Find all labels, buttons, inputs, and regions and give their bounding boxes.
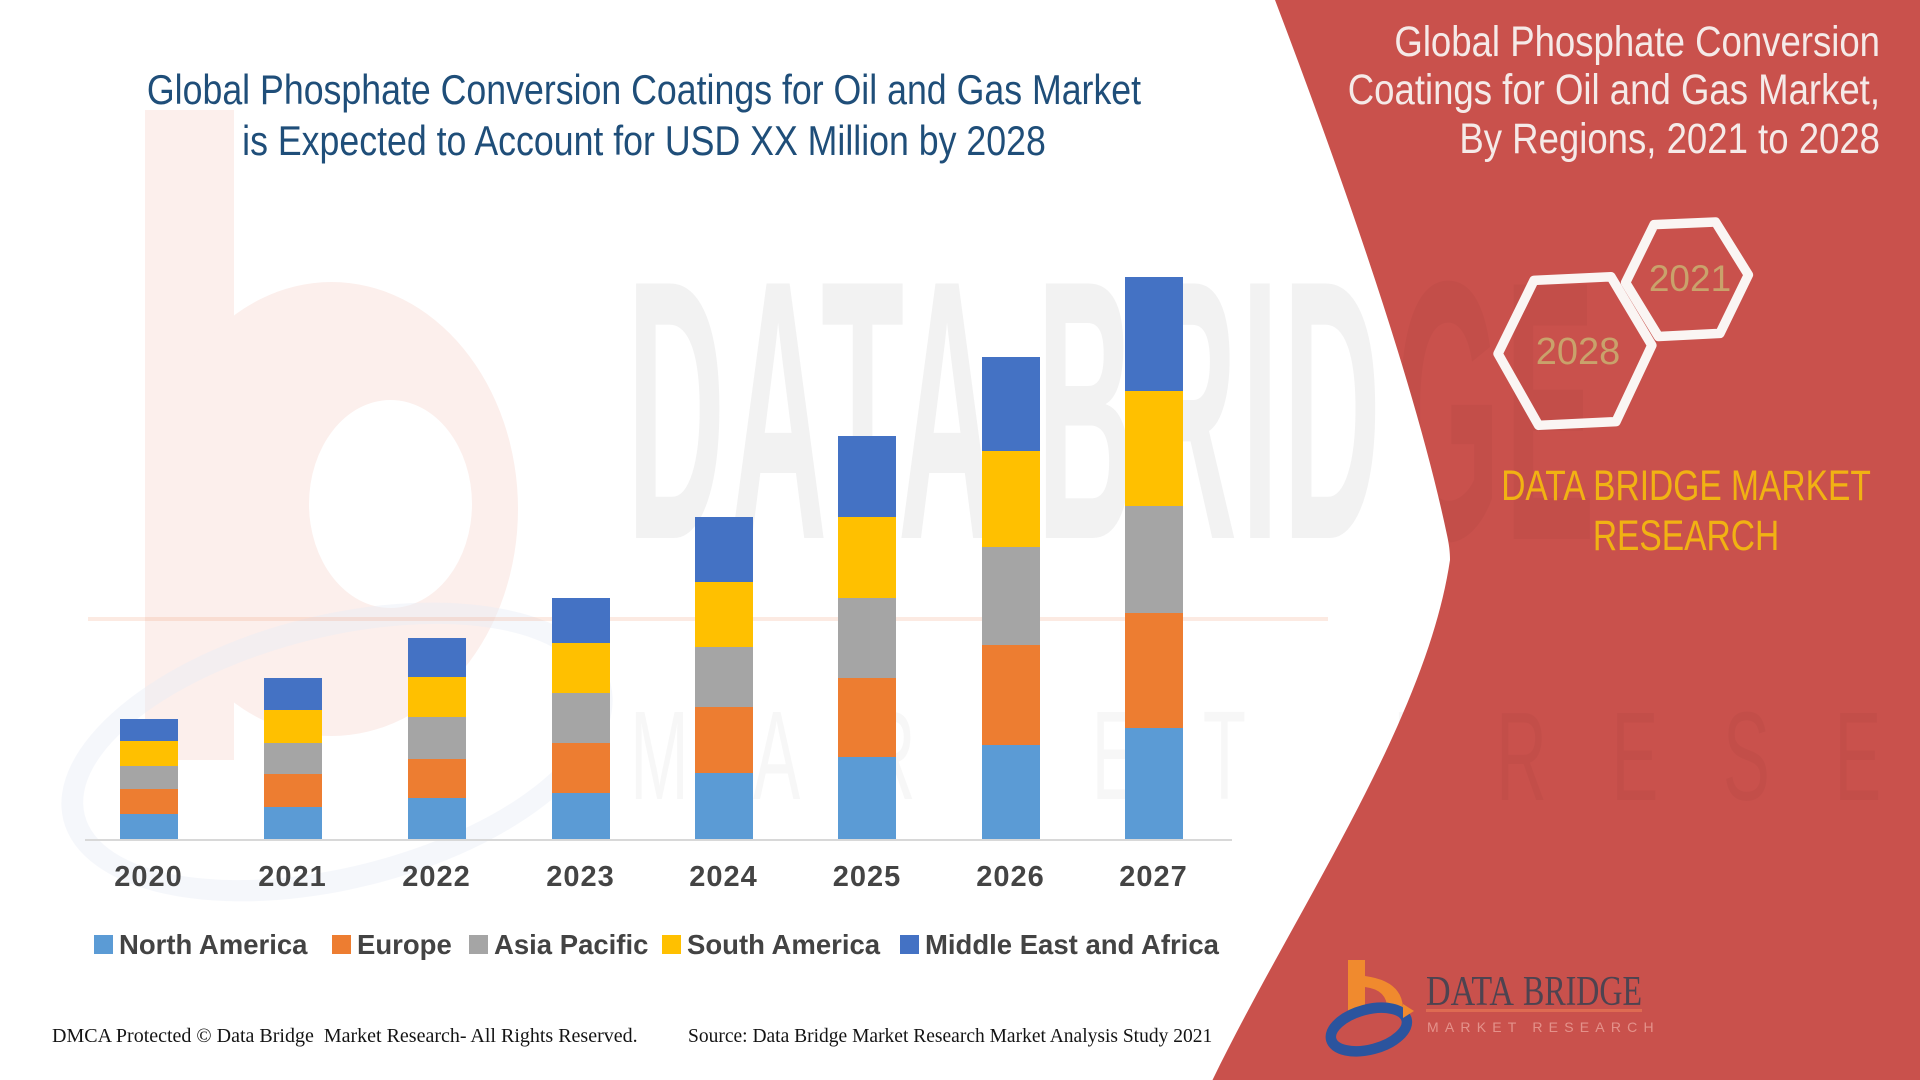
svg-text:MARKET RESEARCH: MARKET RESEARCH	[1427, 1019, 1660, 1035]
svg-text:2021: 2021	[1649, 258, 1731, 299]
svg-text:RESEA: RESEA	[1496, 686, 1920, 827]
svg-text:DATA: DATA	[1426, 969, 1515, 1015]
svg-text:2028: 2028	[1536, 331, 1621, 373]
svg-text:BRIDGE: BRIDGE	[1523, 969, 1642, 1015]
